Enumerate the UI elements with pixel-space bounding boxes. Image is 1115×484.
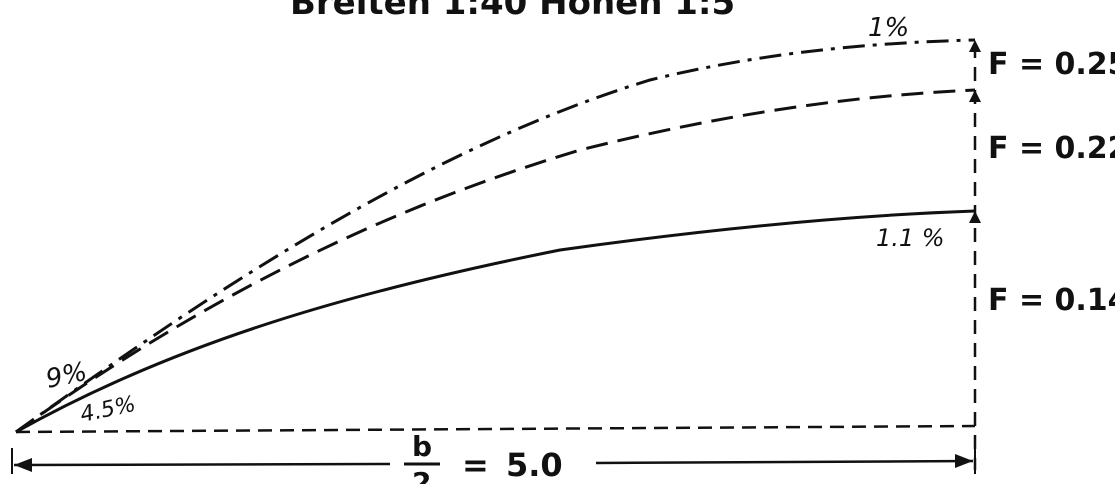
label-curve-dash-dot-end: 1% [868,13,909,43]
curve-dash-dot [15,38,976,434]
span-line-left [13,462,391,467]
label-start-upper: 9% [43,357,90,395]
curve-solid [15,209,976,434]
span-arrow-right [955,454,973,468]
label-start-lower: 4.5% [78,392,138,428]
span-equals: = [462,446,489,484]
arrowhead-f025 [969,40,981,52]
span-line-right [595,459,974,465]
span-fraction-denominator: 2 [412,466,431,484]
label-f-dashed: F = 0.22 [988,131,1115,166]
diagram-title: Breiten 1:40 Höhen 1:5 [290,0,735,23]
label-f-solid: F = 0.14 [988,283,1115,318]
span-fraction-numerator: b [412,430,432,463]
arrowhead-f022 [969,90,981,102]
span-arrow-left [14,458,32,472]
curve-dashed [15,88,976,434]
arrowhead-f014 [969,211,981,223]
baseline [15,424,976,434]
span-value: 5.0 [506,446,563,484]
label-f-dash-dot: F = 0.25 [988,47,1115,82]
label-curve-solid-end: 1.1 % [876,224,945,252]
